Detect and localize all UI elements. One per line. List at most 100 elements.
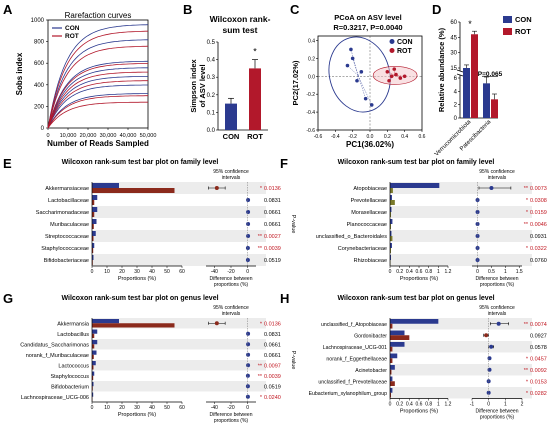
row-label: Akkermansia — [57, 321, 90, 327]
p-value-stars: * — [526, 246, 529, 252]
chart-title: Wilcoxon rank-sum test bar plot on famil… — [338, 159, 495, 166]
row-band — [92, 349, 266, 360]
chart-title: Wilcoxon rank-sum test bar plot on genus… — [61, 295, 218, 302]
bar-rot — [92, 354, 94, 359]
spider-line — [350, 49, 359, 76]
ci-point — [246, 363, 251, 368]
p-value: 0.0661 — [264, 210, 281, 216]
legend-swatch — [503, 28, 512, 35]
bar — [491, 99, 498, 118]
series-line-10 — [47, 71, 148, 129]
series-line-2 — [47, 60, 148, 129]
spider-line — [357, 75, 366, 99]
row-label: Candidatus_Saccharimonas — [20, 342, 89, 348]
row-band — [390, 206, 532, 218]
series-line-9 — [47, 63, 148, 129]
bar-rot — [92, 200, 95, 205]
bar-con — [390, 243, 392, 248]
bar-rot — [92, 323, 175, 328]
bar — [463, 68, 470, 118]
ci-point — [489, 344, 494, 349]
y-tick-label: -0.6 — [306, 128, 315, 134]
x-axis-label: Proportions (%) — [118, 412, 156, 418]
y-tick-label: -0.2 — [306, 92, 315, 98]
ci-point — [475, 222, 480, 226]
series-line-0 — [47, 24, 149, 129]
row-band — [390, 341, 532, 353]
ci-point — [487, 356, 492, 361]
spider-line — [357, 71, 362, 76]
bar-con — [390, 376, 393, 382]
x-tick-label: 1.2 — [445, 402, 452, 408]
bar-rot — [390, 369, 392, 375]
x-tick-label: 50 — [164, 405, 170, 411]
series-line-1 — [47, 39, 148, 129]
row-band — [92, 206, 266, 218]
x-tick-label: 50,000 — [140, 133, 157, 139]
bar-rot — [390, 200, 395, 205]
x-tick-label: 60 — [179, 269, 185, 275]
ci-tick-label: -20 — [227, 405, 234, 411]
y-tick-label: 60 — [450, 20, 457, 26]
row-band — [92, 242, 266, 254]
bar-con — [390, 330, 405, 336]
x-tick-label: CON — [223, 132, 240, 141]
x-tick-label: 10,000 — [60, 133, 77, 139]
bar — [249, 68, 261, 130]
bar-rot — [92, 333, 95, 338]
chart-title: Wilcoxon rank-sum test bar plot on genus… — [337, 295, 494, 302]
x-tick-label: 50 — [164, 269, 170, 275]
p-value-stars: ** — [258, 374, 263, 380]
series-line-3 — [47, 67, 148, 129]
bar-con — [92, 231, 96, 236]
p-value: 0.0097 — [264, 363, 281, 369]
p-value-stars: * — [526, 356, 529, 362]
ci-point — [246, 342, 251, 347]
legend-marker — [389, 39, 395, 44]
panel-label-a: A — [3, 2, 13, 17]
ci-point — [484, 333, 489, 338]
data-point — [363, 96, 368, 101]
series-line-6 — [47, 93, 148, 129]
x-tick-label: -0.4 — [331, 134, 340, 140]
row-band — [92, 391, 266, 402]
ci-point — [214, 321, 219, 326]
bar-con — [390, 353, 398, 359]
data-point — [349, 47, 353, 52]
panel-label-c: C — [290, 2, 300, 17]
bar-rot — [390, 248, 391, 253]
ci-label: intervals — [222, 311, 241, 317]
row-label: Rhizobiaceae — [354, 258, 387, 264]
row-label: Planococcaceae — [347, 222, 387, 228]
bar-con — [390, 319, 439, 324]
data-point — [398, 76, 403, 80]
x-tick-label: 0.6 — [419, 134, 426, 140]
bar-rot — [390, 224, 391, 229]
x-tick-label: 30,000 — [100, 133, 117, 139]
ci-point — [486, 390, 491, 395]
bar-con — [92, 382, 94, 387]
row-label: Lactococcus — [58, 363, 89, 369]
x-tick-label: 20,000 — [80, 133, 97, 139]
p-value-stars: * — [260, 321, 263, 327]
p-value: 0.0136 — [264, 186, 281, 192]
x-tick-label: -0.6 — [314, 134, 323, 140]
p-value: 0.0831 — [264, 332, 281, 338]
y-tick-label: 800 — [34, 40, 45, 46]
chart-title: Wilcoxon rank-sum test bar plot on famil… — [62, 159, 219, 166]
y-tick-label: 15 — [450, 66, 457, 72]
x-tick-label: 0.4 — [406, 402, 413, 408]
series-line-5 — [47, 84, 148, 129]
y-tick-label: -0.4 — [306, 110, 315, 116]
ci-point — [246, 352, 251, 357]
spider-line — [356, 75, 359, 81]
p-value: 0.0931 — [530, 234, 547, 240]
row-label: Lactobacillaceae — [48, 198, 89, 204]
p-value: 0.0661 — [264, 353, 281, 359]
bar-con — [390, 207, 392, 212]
p-value: 0.0831 — [264, 198, 281, 204]
bar-con — [390, 388, 393, 393]
row-label: Eubacterium_xylanophilum_group — [309, 391, 388, 397]
x-axis-label: Proportions (%) — [400, 276, 438, 282]
